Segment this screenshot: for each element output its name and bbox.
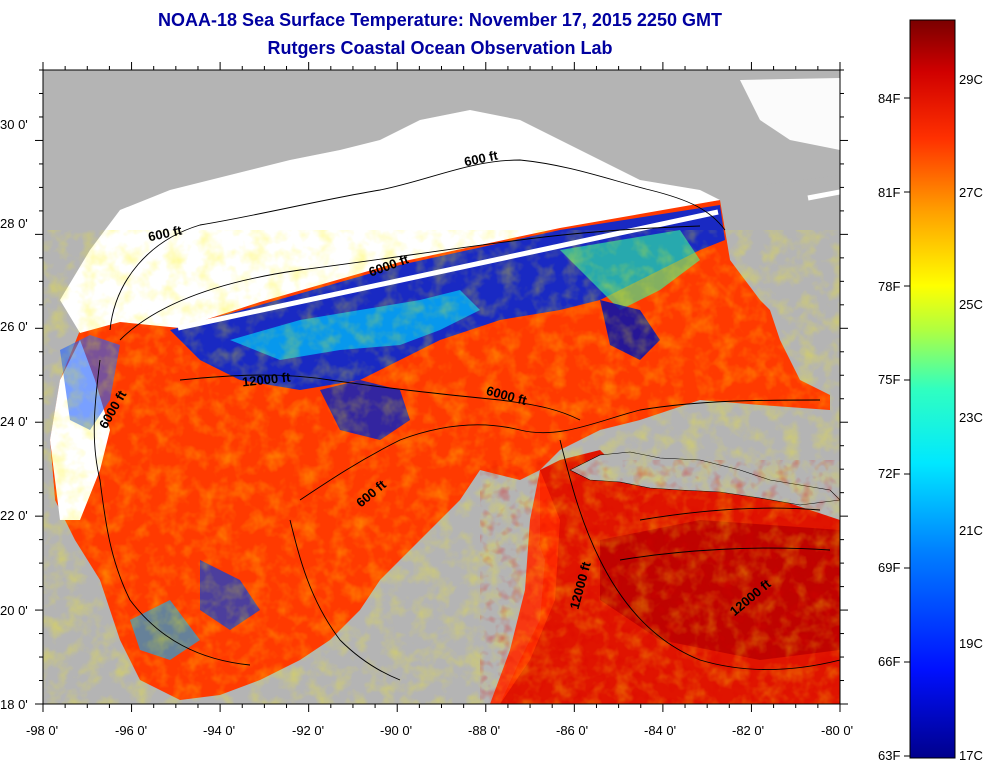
colorbar-f-label: 72F xyxy=(878,466,901,481)
colorbar-c-label: 19C xyxy=(959,636,983,651)
lon-label: -84 0' xyxy=(644,723,677,738)
lon-label: -82 0' xyxy=(732,723,765,738)
lat-label: 22 0' xyxy=(0,508,28,523)
bathymetry-contours xyxy=(93,159,840,681)
axis-ticks xyxy=(35,62,848,712)
colorbar-f-label: 78F xyxy=(878,279,901,294)
lat-label: 26 0' xyxy=(0,319,28,334)
chart-title: NOAA-18 Sea Surface Temperature: Novembe… xyxy=(158,10,722,30)
lat-label: 24 0' xyxy=(0,414,28,429)
colorbar-f-label: 75F xyxy=(878,372,901,387)
lat-label: 18 0' xyxy=(0,697,28,712)
colorbar-c-label: 17C xyxy=(959,748,983,763)
lat-label: 28 0' xyxy=(0,216,28,231)
colorbar-f-label: 66F xyxy=(878,654,901,669)
chart-subtitle: Rutgers Coastal Ocean Observation Lab xyxy=(267,38,613,58)
colorbar-f-label: 69F xyxy=(878,560,901,575)
colorbar xyxy=(909,19,956,759)
lon-label: -92 0' xyxy=(292,723,325,738)
colorbar-c-label: 27C xyxy=(959,185,983,200)
lon-label: -98 0' xyxy=(26,723,59,738)
lat-label: 30 0' xyxy=(0,117,28,132)
colorbar-f-label: 63F xyxy=(878,748,901,763)
colorbar-c-label: 29C xyxy=(959,72,983,87)
lat-label: 20 0' xyxy=(0,603,28,618)
colorbar-f-label: 84F xyxy=(878,91,901,106)
colorbar-f-label: 81F xyxy=(878,185,901,200)
lon-label: -90 0' xyxy=(380,723,413,738)
colorbar-c-label: 25C xyxy=(959,297,983,312)
lon-label: -86 0' xyxy=(556,723,589,738)
lon-label: -80 0' xyxy=(821,723,854,738)
lon-label: -96 0' xyxy=(115,723,148,738)
colorbar-c-label: 21C xyxy=(959,523,983,538)
colorbar-c-label: 23C xyxy=(959,410,983,425)
lon-label: -94 0' xyxy=(203,723,236,738)
lon-label: -88 0' xyxy=(468,723,501,738)
swath-gap xyxy=(177,209,719,331)
